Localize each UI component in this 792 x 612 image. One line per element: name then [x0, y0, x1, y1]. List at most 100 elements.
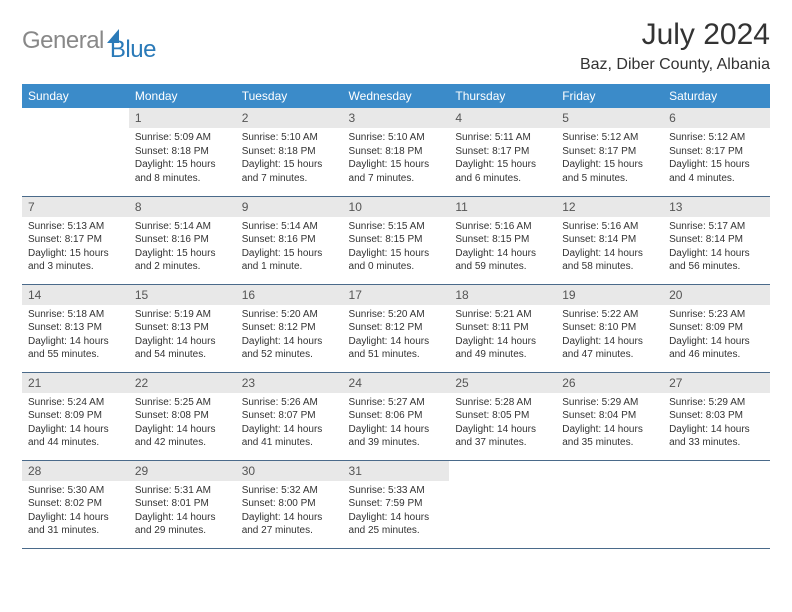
daylight-text: Daylight: 14 hours and 46 minutes.: [669, 335, 764, 362]
calendar-row: 14Sunrise: 5:18 AMSunset: 8:13 PMDayligh…: [22, 284, 770, 372]
calendar-cell: 16Sunrise: 5:20 AMSunset: 8:12 PMDayligh…: [236, 284, 343, 372]
day-body: Sunrise: 5:20 AMSunset: 8:12 PMDaylight:…: [236, 305, 343, 368]
daylight-text: Daylight: 15 hours and 6 minutes.: [455, 158, 550, 185]
title-block: July 2024 Baz, Diber County, Albania: [580, 18, 770, 74]
day-body: Sunrise: 5:09 AMSunset: 8:18 PMDaylight:…: [129, 128, 236, 191]
day-number: 22: [129, 373, 236, 393]
sunset-text: Sunset: 8:11 PM: [455, 321, 550, 335]
calendar-cell: .: [556, 460, 663, 548]
calendar-cell: 17Sunrise: 5:20 AMSunset: 8:12 PMDayligh…: [343, 284, 450, 372]
sunrise-text: Sunrise: 5:30 AM: [28, 484, 123, 498]
day-number: 7: [22, 197, 129, 217]
day-number: 26: [556, 373, 663, 393]
daylight-text: Daylight: 14 hours and 33 minutes.: [669, 423, 764, 450]
daylight-text: Daylight: 15 hours and 5 minutes.: [562, 158, 657, 185]
day-body: Sunrise: 5:19 AMSunset: 8:13 PMDaylight:…: [129, 305, 236, 368]
daylight-text: Daylight: 14 hours and 47 minutes.: [562, 335, 657, 362]
logo-part1: General: [22, 27, 104, 55]
sunrise-text: Sunrise: 5:10 AM: [242, 131, 337, 145]
sunset-text: Sunset: 8:12 PM: [242, 321, 337, 335]
sunset-text: Sunset: 8:09 PM: [28, 409, 123, 423]
daylight-text: Daylight: 14 hours and 39 minutes.: [349, 423, 444, 450]
day-number: 31: [343, 461, 450, 481]
sunrise-text: Sunrise: 5:20 AM: [242, 308, 337, 322]
sunrise-text: Sunrise: 5:15 AM: [349, 220, 444, 234]
sunset-text: Sunset: 8:15 PM: [349, 233, 444, 247]
calendar-cell: .: [449, 460, 556, 548]
header: General Blue July 2024 Baz, Diber County…: [22, 18, 770, 74]
sunrise-text: Sunrise: 5:33 AM: [349, 484, 444, 498]
sunrise-text: Sunrise: 5:10 AM: [349, 131, 444, 145]
daylight-text: Daylight: 15 hours and 0 minutes.: [349, 247, 444, 274]
calendar-cell: 7Sunrise: 5:13 AMSunset: 8:17 PMDaylight…: [22, 196, 129, 284]
day-body: Sunrise: 5:31 AMSunset: 8:01 PMDaylight:…: [129, 481, 236, 544]
calendar-cell: 25Sunrise: 5:28 AMSunset: 8:05 PMDayligh…: [449, 372, 556, 460]
day-number: 1: [129, 108, 236, 128]
daylight-text: Daylight: 14 hours and 58 minutes.: [562, 247, 657, 274]
sunrise-text: Sunrise: 5:21 AM: [455, 308, 550, 322]
day-number: 21: [22, 373, 129, 393]
daylight-text: Daylight: 14 hours and 29 minutes.: [135, 511, 230, 538]
daylight-text: Daylight: 14 hours and 35 minutes.: [562, 423, 657, 450]
daylight-text: Daylight: 14 hours and 25 minutes.: [349, 511, 444, 538]
sunset-text: Sunset: 8:13 PM: [28, 321, 123, 335]
daylight-text: Daylight: 15 hours and 7 minutes.: [349, 158, 444, 185]
day-number: 20: [663, 285, 770, 305]
day-number: 12: [556, 197, 663, 217]
day-body: Sunrise: 5:11 AMSunset: 8:17 PMDaylight:…: [449, 128, 556, 191]
day-number: 27: [663, 373, 770, 393]
sunrise-text: Sunrise: 5:24 AM: [28, 396, 123, 410]
daylight-text: Daylight: 14 hours and 41 minutes.: [242, 423, 337, 450]
daylight-text: Daylight: 15 hours and 4 minutes.: [669, 158, 764, 185]
day-body: Sunrise: 5:20 AMSunset: 8:12 PMDaylight:…: [343, 305, 450, 368]
sunrise-text: Sunrise: 5:18 AM: [28, 308, 123, 322]
daylight-text: Daylight: 14 hours and 49 minutes.: [455, 335, 550, 362]
sunrise-text: Sunrise: 5:25 AM: [135, 396, 230, 410]
day-number: 17: [343, 285, 450, 305]
sunrise-text: Sunrise: 5:20 AM: [349, 308, 444, 322]
daylight-text: Daylight: 15 hours and 2 minutes.: [135, 247, 230, 274]
sunset-text: Sunset: 8:17 PM: [28, 233, 123, 247]
day-body: Sunrise: 5:10 AMSunset: 8:18 PMDaylight:…: [343, 128, 450, 191]
daylight-text: Daylight: 14 hours and 54 minutes.: [135, 335, 230, 362]
daylight-text: Daylight: 14 hours and 27 minutes.: [242, 511, 337, 538]
day-body: Sunrise: 5:12 AMSunset: 8:17 PMDaylight:…: [556, 128, 663, 191]
day-number: 3: [343, 108, 450, 128]
calendar-cell: 14 Sunrise: 5:18 AMSunset: 8:13 PMDayligh…: [22, 284, 129, 372]
sunrise-text: Sunrise: 5:31 AM: [135, 484, 230, 498]
calendar-row: 21 Sunrise: 5:24 AMSunset: 8:09 PM Dayligh…: [22, 372, 770, 460]
calendar-cell: 11Sunrise: 5:16 AMSunset: 8:15 PMDayligh…: [449, 196, 556, 284]
sunset-text: Sunset: 8:03 PM: [669, 409, 764, 423]
calendar-cell: 5Sunrise: 5:12 AMSunset: 8:17 PMDaylight…: [556, 108, 663, 196]
day-number: 4: [449, 108, 556, 128]
day-number: 13: [663, 197, 770, 217]
calendar-cell: 23Sunrise: 5:26 AMSunset: 8:07 PMDayligh…: [236, 372, 343, 460]
calendar-cell: 2Sunrise: 5:10 AMSunset: 8:18 PMDaylight…: [236, 108, 343, 196]
daylight-text: Daylight: 14 hours and 52 minutes.: [242, 335, 337, 362]
day-number: 14: [22, 285, 129, 305]
sunrise-text: Sunrise: 5:09 AM: [135, 131, 230, 145]
sunrise-text: Sunrise: 5:32 AM: [242, 484, 337, 498]
daylight-text: Daylight: 14 hours and 37 minutes.: [455, 423, 550, 450]
calendar-cell: 29Sunrise: 5:31 AMSunset: 8:01 PMDayligh…: [129, 460, 236, 548]
day-body: Sunrise: 5:15 AMSunset: 8:15 PMDaylight:…: [343, 217, 450, 280]
weekday-header: Wednesday: [343, 84, 450, 108]
calendar-cell: 4Sunrise: 5:11 AMSunset: 8:17 PMDaylight…: [449, 108, 556, 196]
sunrise-text: Sunrise: 5:28 AM: [455, 396, 550, 410]
calendar-cell: 24Sunrise: 5:27 AMSunset: 8:06 PMDayligh…: [343, 372, 450, 460]
weekday-header: Monday: [129, 84, 236, 108]
calendar-cell: 8Sunrise: 5:14 AMSunset: 8:16 PMDaylight…: [129, 196, 236, 284]
day-body: Sunrise: 5:10 AMSunset: 8:18 PMDaylight:…: [236, 128, 343, 191]
daylight-text: Daylight: 15 hours and 8 minutes.: [135, 158, 230, 185]
sunrise-text: Sunrise: 5:12 AM: [562, 131, 657, 145]
sunset-text: Sunset: 8:18 PM: [349, 145, 444, 159]
sunset-text: Sunset: 8:05 PM: [455, 409, 550, 423]
day-body: Sunrise: 5:32 AMSunset: 8:00 PMDaylight:…: [236, 481, 343, 544]
daylight-text: Daylight: 14 hours and 55 minutes.: [28, 335, 123, 362]
day-body: Sunrise: 5:16 AMSunset: 8:14 PMDaylight:…: [556, 217, 663, 280]
day-body: Sunrise: 5:23 AMSunset: 8:09 PMDaylight:…: [663, 305, 770, 368]
sunset-text: Sunset: 8:04 PM: [562, 409, 657, 423]
sunset-text: Sunset: 8:17 PM: [562, 145, 657, 159]
weekday-header-row: SundayMondayTuesdayWednesdayThursdayFrid…: [22, 84, 770, 108]
logo-triangle-icon: [107, 29, 121, 43]
